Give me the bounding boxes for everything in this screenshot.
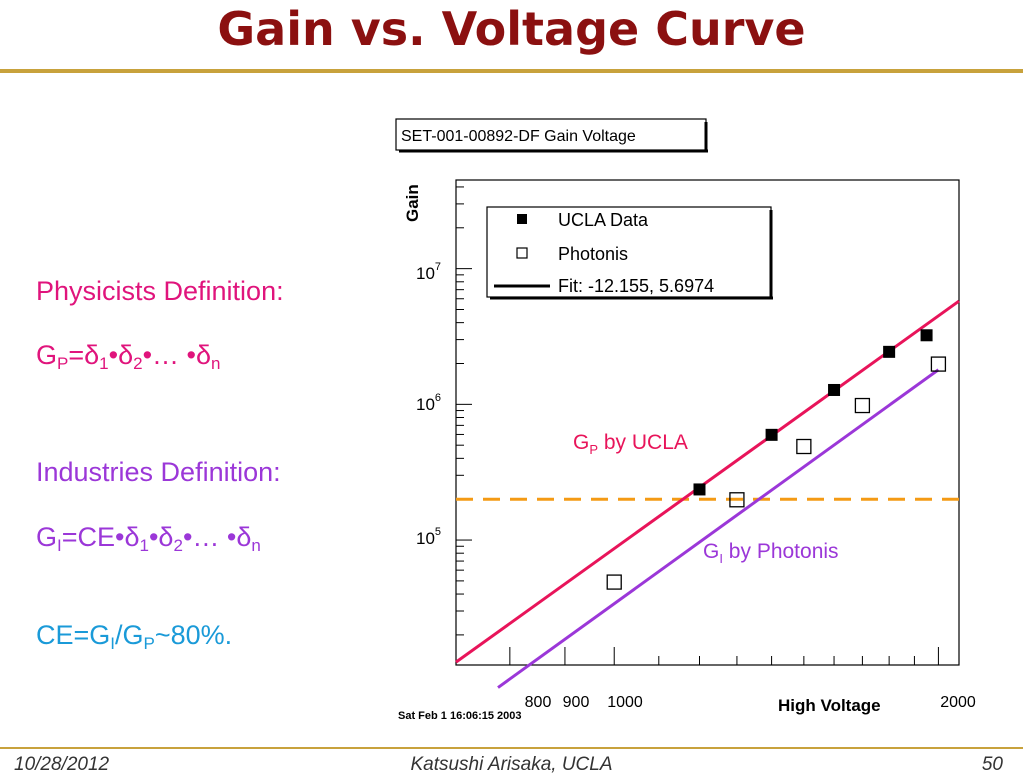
footer-author: Katsushi Arisaka, UCLA — [410, 754, 613, 775]
chart-title-box — [395, 118, 707, 151]
y-axis-ticks — [456, 186, 472, 636]
footer-date: 10/28/2012 — [14, 754, 110, 775]
page-number: 50 — [981, 754, 1003, 775]
physicists-definition-heading: Physicists Definition: — [36, 276, 284, 306]
photonis-data-point — [729, 492, 745, 508]
x-tick-label-900: 900 — [563, 694, 590, 711]
industries-definition-heading: Industries Definition: — [36, 457, 281, 487]
legend-marker-ucla — [517, 214, 527, 224]
gain-voltage-chart: SET-001-00892-DF Gain Voltage Gain 107 1… — [395, 118, 976, 722]
x-axis-label: High Voltage — [778, 696, 881, 715]
collection-efficiency-formula: CE=GI/GP~80%. — [36, 620, 233, 653]
slide-title: Gain vs. Voltage Curve — [217, 2, 806, 56]
chart-legend: UCLA Data Photonis Fit: -12.155, 5.6974 — [486, 206, 773, 300]
data-points — [606, 329, 947, 590]
legend-label-photonis: Photonis — [558, 244, 628, 264]
ucla-data-point — [828, 383, 841, 396]
chart-title: SET-001-00892-DF Gain Voltage — [401, 128, 636, 145]
title-divider — [0, 69, 1023, 73]
ucla-data-point — [920, 329, 933, 342]
ucla-data-point — [693, 483, 706, 496]
footer-divider — [0, 747, 1023, 749]
fit-line-ucla — [455, 299, 960, 664]
annotation-gi-photonis: GI by Photonis — [703, 540, 839, 566]
legend-marker-photonis — [516, 247, 528, 259]
x-tick-label-1000: 1000 — [607, 694, 643, 711]
x-axis-ticks — [509, 647, 939, 665]
x-tick-label-800: 800 — [525, 694, 552, 711]
legend-label-fit: Fit: -12.155, 5.6974 — [558, 276, 714, 296]
physicists-gain-formula: GP=δ1•δ2•… •δn — [36, 340, 221, 373]
fit-line-photonis — [497, 368, 940, 689]
chart-timestamp: Sat Feb 1 16:06:15 2003 — [398, 710, 522, 722]
photonis-data-point — [796, 438, 812, 455]
y-tick-label-1e6: 106 — [416, 392, 441, 414]
photonis-data-point — [930, 356, 947, 372]
x-tick-label-2000: 2000 — [940, 694, 976, 711]
y-tick-label-1e5: 105 — [416, 526, 441, 548]
ucla-data-point — [765, 428, 778, 441]
legend-label-ucla: UCLA Data — [558, 210, 649, 230]
industries-gain-formula: GI=CE•δ1•δ2•… •δn — [36, 522, 261, 555]
annotation-gp-ucla: GP by UCLA — [573, 431, 688, 457]
y-tick-label-1e7: 107 — [416, 261, 441, 283]
ucla-data-point — [883, 345, 896, 358]
y-axis-label: Gain — [403, 184, 422, 222]
photonis-data-point — [854, 397, 871, 414]
plot-frame — [455, 179, 960, 666]
photonis-data-point — [606, 574, 622, 590]
